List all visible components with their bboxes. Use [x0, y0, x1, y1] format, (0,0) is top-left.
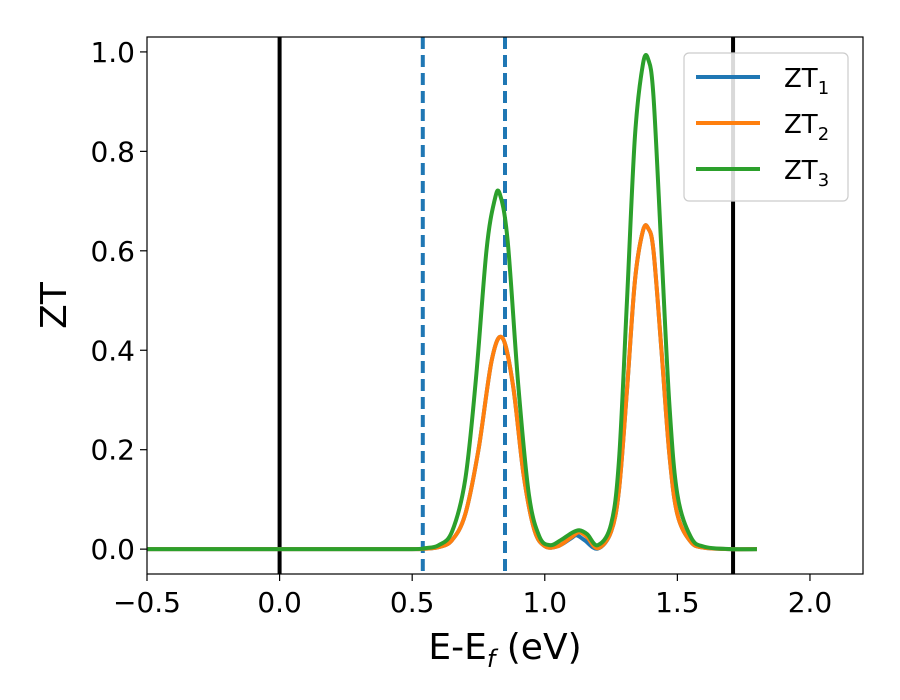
- series-lines: [147, 53, 757, 552]
- series-line-zt2: [147, 223, 757, 552]
- x-axis-title: E-Ef (eV): [428, 627, 581, 673]
- legend-box: [683, 52, 849, 202]
- legend-label-zt1: ZT1: [784, 64, 829, 99]
- legend: ZT1 ZT2 ZT3: [683, 52, 849, 202]
- y-tick-label: 0.0: [90, 533, 135, 566]
- x-tick-label: 1.5: [655, 586, 700, 619]
- y-axis: 0.0 0.2 0.4 0.6 0.8 1.0: [90, 36, 147, 566]
- plot-frame: [146, 36, 864, 575]
- x-tick-label: −0.5: [113, 586, 181, 619]
- x-tick-label: 0.5: [390, 586, 435, 619]
- y-tick-label: 0.2: [90, 434, 135, 467]
- legend-label-zt3: ZT3: [784, 156, 829, 191]
- legend-label-zt2: ZT2: [784, 110, 829, 145]
- y-axis-title: ZT: [34, 281, 75, 329]
- y-tick-label: 0.6: [90, 235, 135, 268]
- y-tick-label: 1.0: [90, 36, 135, 69]
- x-tick-label: 0.0: [257, 586, 302, 619]
- series-line-zt3: [147, 53, 757, 552]
- x-tick-label: 1.0: [523, 586, 568, 619]
- y-tick-label: 0.4: [90, 334, 135, 367]
- y-tick-label: 0.8: [90, 135, 135, 168]
- x-tick-label: 2.0: [788, 586, 833, 619]
- x-axis: −0.5 0.0 0.5 1.0 1.5 2.0: [113, 574, 832, 619]
